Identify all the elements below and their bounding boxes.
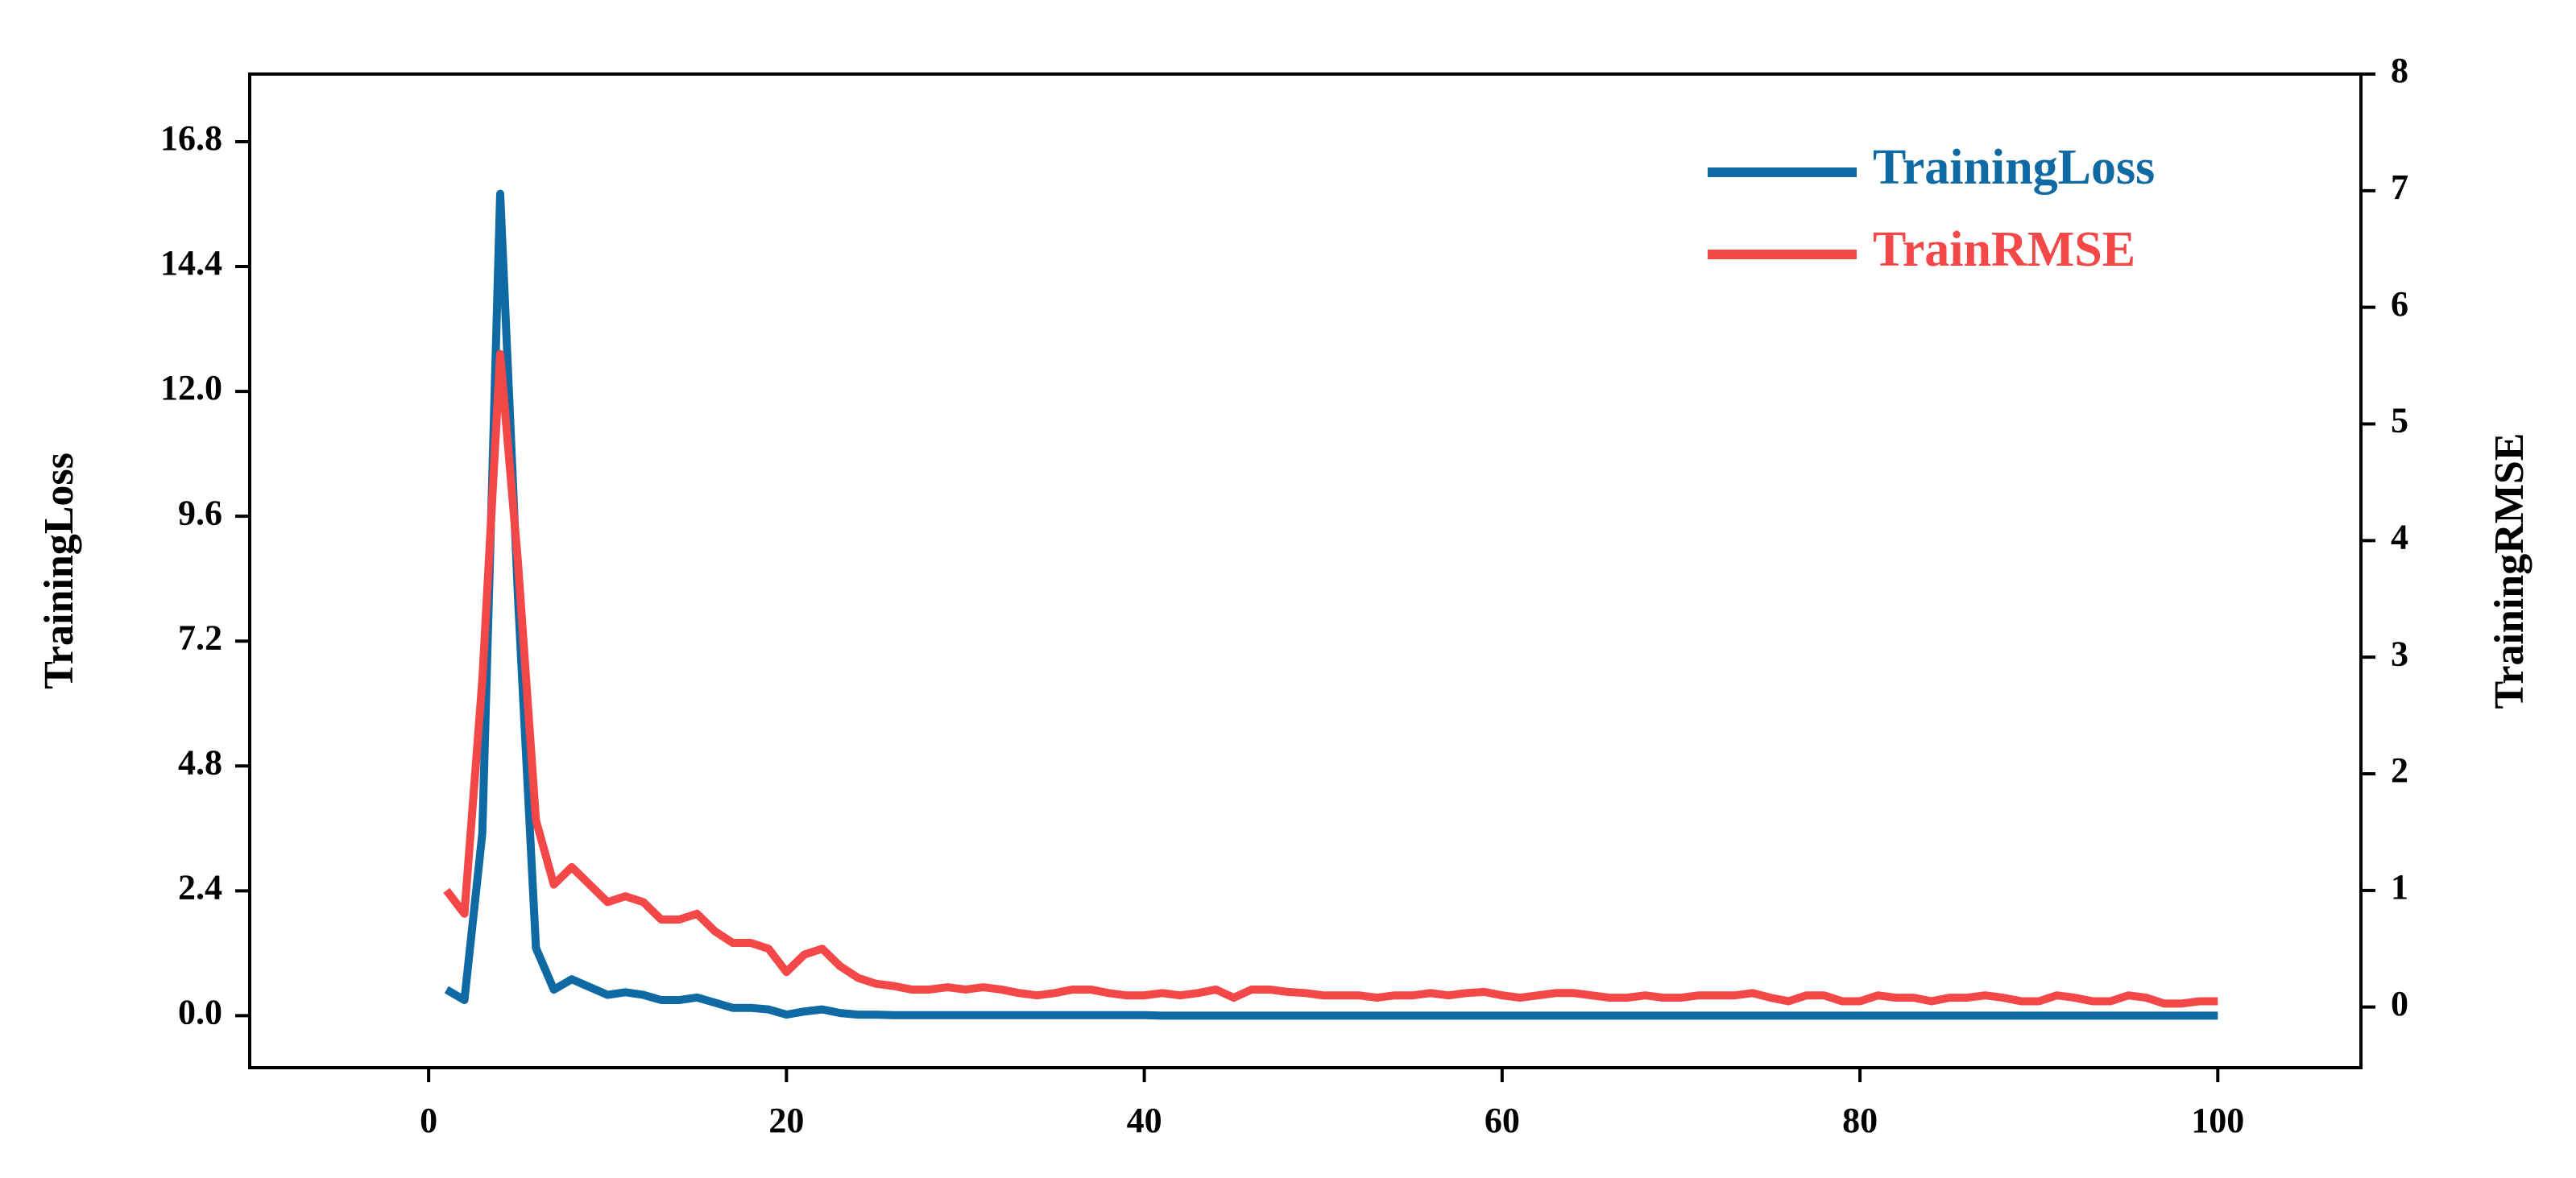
y-tick-label: 0.0 [178,992,222,1031]
y2-tick-label: 1 [2391,867,2408,907]
y2-tick-label: 8 [2391,51,2408,90]
x-tick-label: 20 [768,1101,804,1140]
plot-frame [248,72,2363,1069]
y-tick-label: 9.6 [178,493,222,532]
series-line [444,189,2218,1020]
y2-tick-label: 2 [2391,750,2408,790]
series-line [443,349,2218,1008]
x-tick-label: 100 [2191,1101,2244,1140]
x-tick-label: 0 [420,1101,437,1140]
y2-tick-label: 7 [2391,167,2408,207]
y-axis-label: TrainingLoss [36,453,82,689]
y-tick-label: 12.0 [160,368,222,407]
y-tick-label: 16.8 [160,118,222,158]
y2-tick-label: 6 [2391,284,2408,324]
x-tick-label: 80 [1842,1101,1878,1140]
x-tick-label: 60 [1485,1101,1520,1140]
y2-tick-label: 0 [2391,984,2408,1023]
y-tick-label: 4.8 [178,742,222,782]
y-tick-label: 7.2 [178,618,222,657]
y-tick-label: 2.4 [178,867,222,907]
y2-axis-label: TrainingRMSE [2487,433,2533,709]
legend-label: TrainingLoss [1873,140,2155,195]
y2-tick-label: 5 [2391,401,2408,440]
legend-label: TrainRMSE [1873,222,2135,277]
y2-tick-label: 3 [2391,634,2408,673]
x-tick-label: 40 [1127,1101,1162,1140]
y2-tick-label: 4 [2391,517,2408,556]
y-tick-label: 14.4 [160,243,222,283]
